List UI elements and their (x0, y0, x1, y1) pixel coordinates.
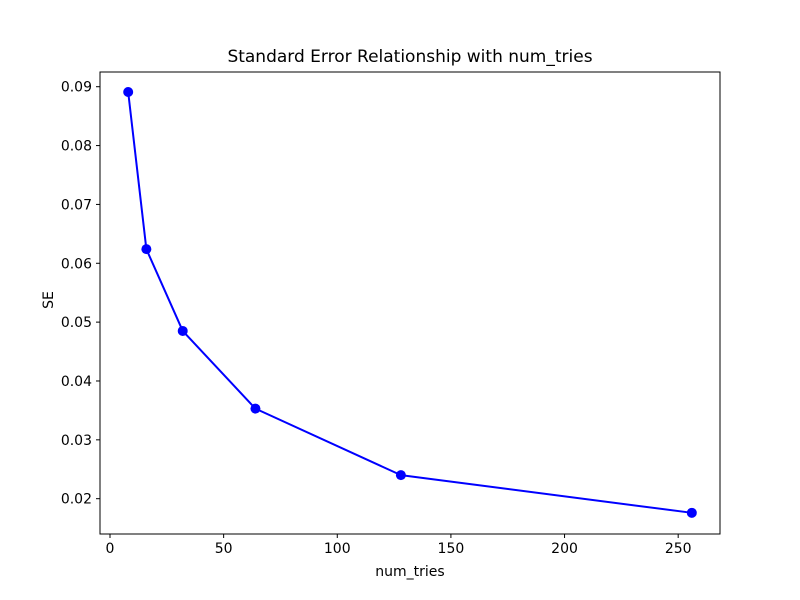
data-point-marker (250, 403, 261, 414)
y-tick-label: 0.04 (61, 374, 92, 390)
y-tick-label: 0.08 (61, 139, 92, 155)
x-tick-label: 250 (665, 541, 692, 557)
x-tick-label: 100 (324, 541, 351, 557)
series-line (127, 91, 693, 514)
data-point-marker (123, 87, 134, 98)
data-point-marker (395, 470, 406, 481)
y-tick-label: 0.02 (61, 492, 92, 508)
x-tick-label: 200 (551, 541, 578, 557)
x-axis-label: num_tries (375, 564, 444, 580)
y-tick-label: 0.03 (61, 433, 92, 449)
chart-title: Standard Error Relationship with num_tri… (227, 47, 592, 67)
data-point-marker (177, 325, 188, 336)
data-point-marker (686, 507, 697, 518)
y-tick-label: 0.09 (61, 80, 92, 96)
y-tick-label: 0.05 (61, 315, 92, 331)
x-tick-label: 50 (215, 541, 233, 557)
x-tick-label: 0 (106, 541, 115, 557)
x-tick-label: 150 (438, 541, 465, 557)
y-tick-label: 0.06 (61, 256, 92, 272)
axes-spines (99, 71, 721, 535)
y-axis-label: SE (41, 291, 57, 309)
y-tick-label: 0.07 (61, 197, 92, 213)
plot-area: 0 50 100 150 200 250 0.02 0.03 0.04 0.05 0.06 0.07 0… (61, 71, 721, 557)
data-point-marker (141, 244, 152, 255)
